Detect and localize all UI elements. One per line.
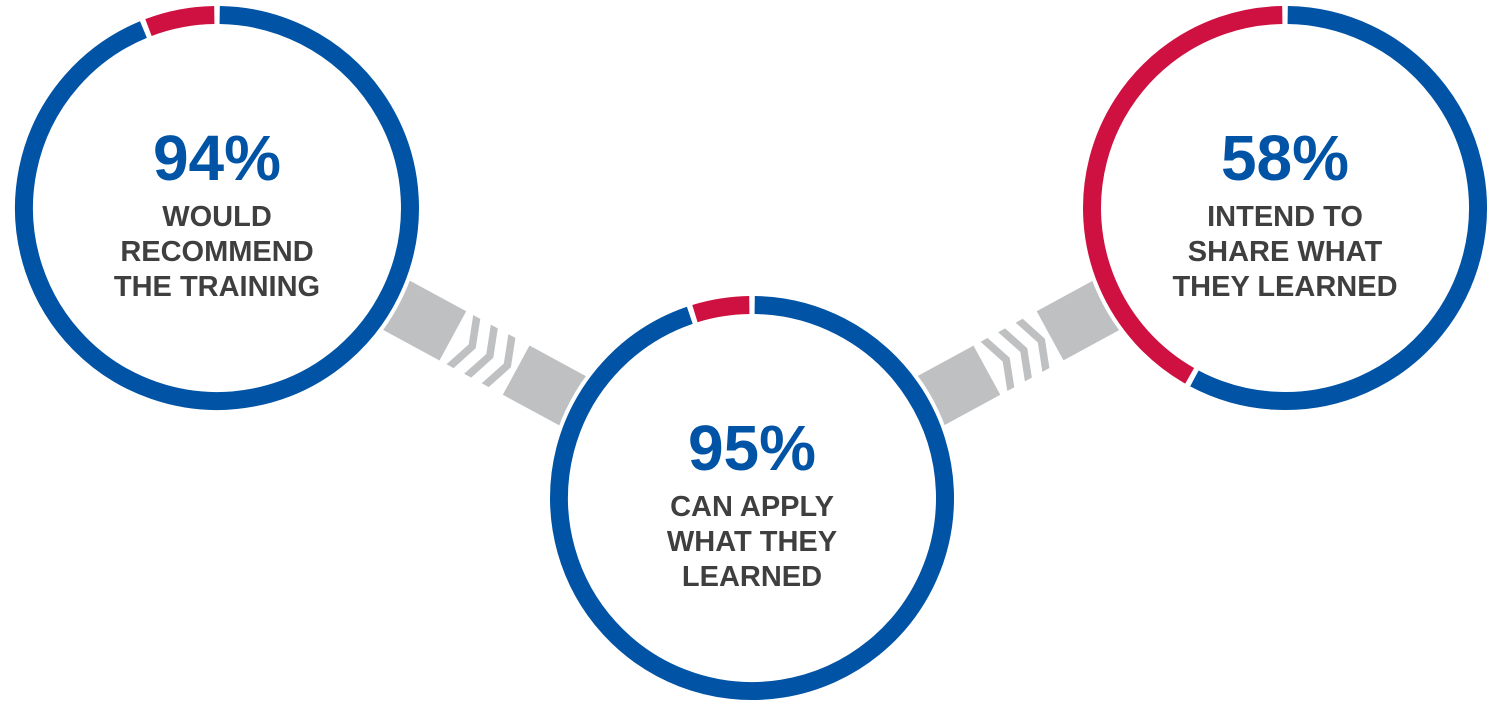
donut-backdrop <box>11 2 423 414</box>
donut-caption-line: LEARNED <box>682 561 822 593</box>
donut-segment-positive <box>550 296 954 700</box>
donut-backdrop <box>546 292 958 704</box>
connector-chevron <box>980 338 1015 391</box>
connector-chevron <box>998 328 1032 382</box>
donut-value-label: 58% <box>1221 122 1349 194</box>
donut-segment-remainder <box>692 296 750 323</box>
donut-caption-line: SHARE WHAT <box>1188 236 1383 268</box>
donut-caption-line: THE TRAINING <box>114 271 320 303</box>
donut-value-label: 94% <box>153 122 281 194</box>
connector-chevron <box>464 324 498 378</box>
donut-segment-positive <box>15 6 419 410</box>
connector-1 <box>368 272 601 434</box>
donut-segment-positive <box>1190 6 1487 410</box>
donut-caption-line: WHAT THEY <box>667 526 837 558</box>
donut-segment-remainder <box>1083 6 1283 384</box>
donut-caption-line: WOULD <box>162 201 272 233</box>
donut-caption-line: CAN APPLY <box>670 491 834 523</box>
donut-caption-line: INTEND TO <box>1207 201 1363 233</box>
donut-value-label: 95% <box>688 412 816 484</box>
donut-segment-remainder <box>145 6 215 37</box>
donut-caption-line: RECOMMEND <box>120 236 313 268</box>
donut-backdrop <box>1079 2 1491 414</box>
connector-chevron <box>446 315 481 369</box>
connector-chevron <box>1015 318 1050 372</box>
connector-chevron <box>481 334 516 388</box>
donut-caption-line: THEY LEARNED <box>1172 271 1397 303</box>
